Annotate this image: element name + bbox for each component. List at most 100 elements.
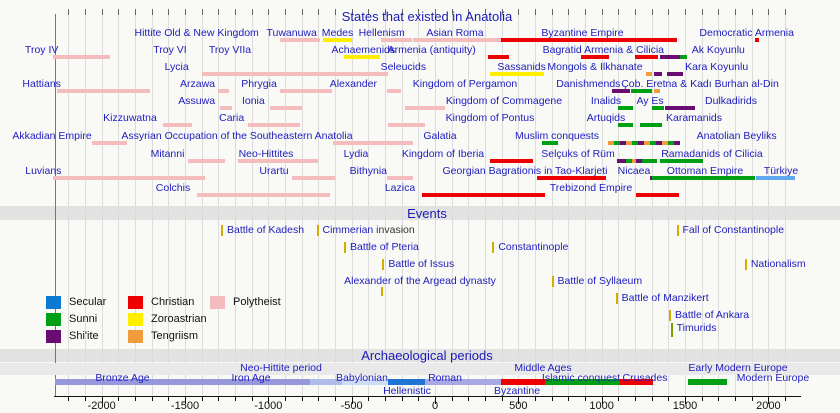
state-bar [280,89,332,93]
state-label: Troy VI [153,44,187,56]
state-label: Selçuks of Rüm [541,148,615,160]
gridline [251,14,253,397]
gridline [351,14,353,397]
state-label: Medes [321,27,354,39]
state-label: Bagratid Armenia & Cilicia [542,44,665,56]
state-label: Nicaea [617,165,651,177]
top-tick [101,9,103,15]
legend-label: Christian [151,296,195,308]
x-axis-minor-tick [701,397,703,401]
x-axis-minor-tick [401,397,403,401]
state-label: Luvians [25,165,62,177]
gridline [451,14,453,397]
state-label: Ramadanids of Cilicia [661,148,763,160]
x-axis-label: -1500 [170,400,200,412]
x-axis-minor-tick [535,397,536,401]
x-axis-minor-tick [751,397,753,401]
event-label: Cimmerian invasion [322,224,415,236]
state-bar [237,159,319,163]
state-bar [580,55,610,59]
x-axis-minor-tick [451,397,453,401]
state-bar [490,72,545,76]
gridline [651,14,653,397]
top-tick [251,9,253,15]
event-tick [316,225,319,236]
state-bar [666,72,684,76]
state-bar [500,38,678,42]
gridline [435,14,436,397]
x-axis-major-tick [685,397,686,404]
top-tick [201,9,203,15]
period-segment [545,379,620,385]
state-bar [653,72,662,76]
top-tick [285,9,286,15]
top-tick [535,9,536,15]
gridline [668,14,670,397]
x-axis-minor-tick [668,397,670,401]
gridline [601,14,603,397]
event-tick [221,225,223,236]
x-axis-label: -500 [340,400,363,412]
period-label: Babylonian [336,372,388,384]
legend-swatch [46,296,61,309]
state-label: Caria [219,112,245,124]
gridline [735,14,736,397]
state-bar [381,38,413,42]
events-title-band [0,206,840,220]
state-bar [380,141,413,145]
top-tick [518,9,520,15]
x-axis-label: -2000 [87,400,116,412]
state-bar [291,176,335,180]
top-tick [385,9,386,15]
legend-swatch [128,296,143,309]
gridline [718,14,720,397]
x-axis-minor-tick [551,397,553,401]
state-bar [218,89,230,93]
state-label: Lydia [343,148,369,160]
top-tick [601,9,603,15]
top-tick [618,9,620,15]
gridline [518,14,520,397]
state-bar [196,193,330,197]
x-axis-minor-tick [135,397,136,401]
state-label: Kara Koyunlu [685,61,749,73]
state-bar [248,123,300,127]
period-label: Byzantine [493,385,541,397]
x-axis-minor-tick [168,397,170,401]
state-label: Kingdom of Pontus [445,112,535,124]
event-tick [669,310,671,321]
gridline [335,14,336,397]
state-label: Inalids [590,95,622,107]
state-bar [755,176,795,180]
state-label: Danishmends [556,78,621,90]
x-axis-minor-tick [785,397,786,401]
top-tick [185,9,186,15]
state-label: Lazica [384,182,416,194]
state-label: Kizzuwatna [103,112,157,124]
x-axis-major-tick [268,397,270,404]
state-bar [618,106,633,110]
state-label: Türkiye [763,165,799,177]
state-bar [640,123,662,127]
period-label: Iron Age [231,372,271,384]
top-tick [268,9,270,15]
state-bar [674,141,680,145]
x-axis-label: -1000 [254,400,283,412]
state-label: Dulkadirids [705,95,757,107]
top-tick [718,9,720,15]
period-label: Islamic conquest [541,372,621,384]
x-axis-minor-tick [635,397,636,401]
x-axis-label: 2000 [756,400,781,412]
gridline [85,14,86,397]
state-label: Neo-Hittites [238,148,294,160]
top-tick [751,9,753,15]
period-label: Modern Europe [736,372,810,384]
state-bar [634,55,659,59]
x-axis-minor-tick [118,397,120,401]
top-tick [318,9,320,15]
state-label: Troy IV [24,44,59,56]
gridline [568,14,570,397]
state-bar [654,89,661,93]
state-bar [635,193,680,197]
x-axis-minor-tick [485,397,486,401]
